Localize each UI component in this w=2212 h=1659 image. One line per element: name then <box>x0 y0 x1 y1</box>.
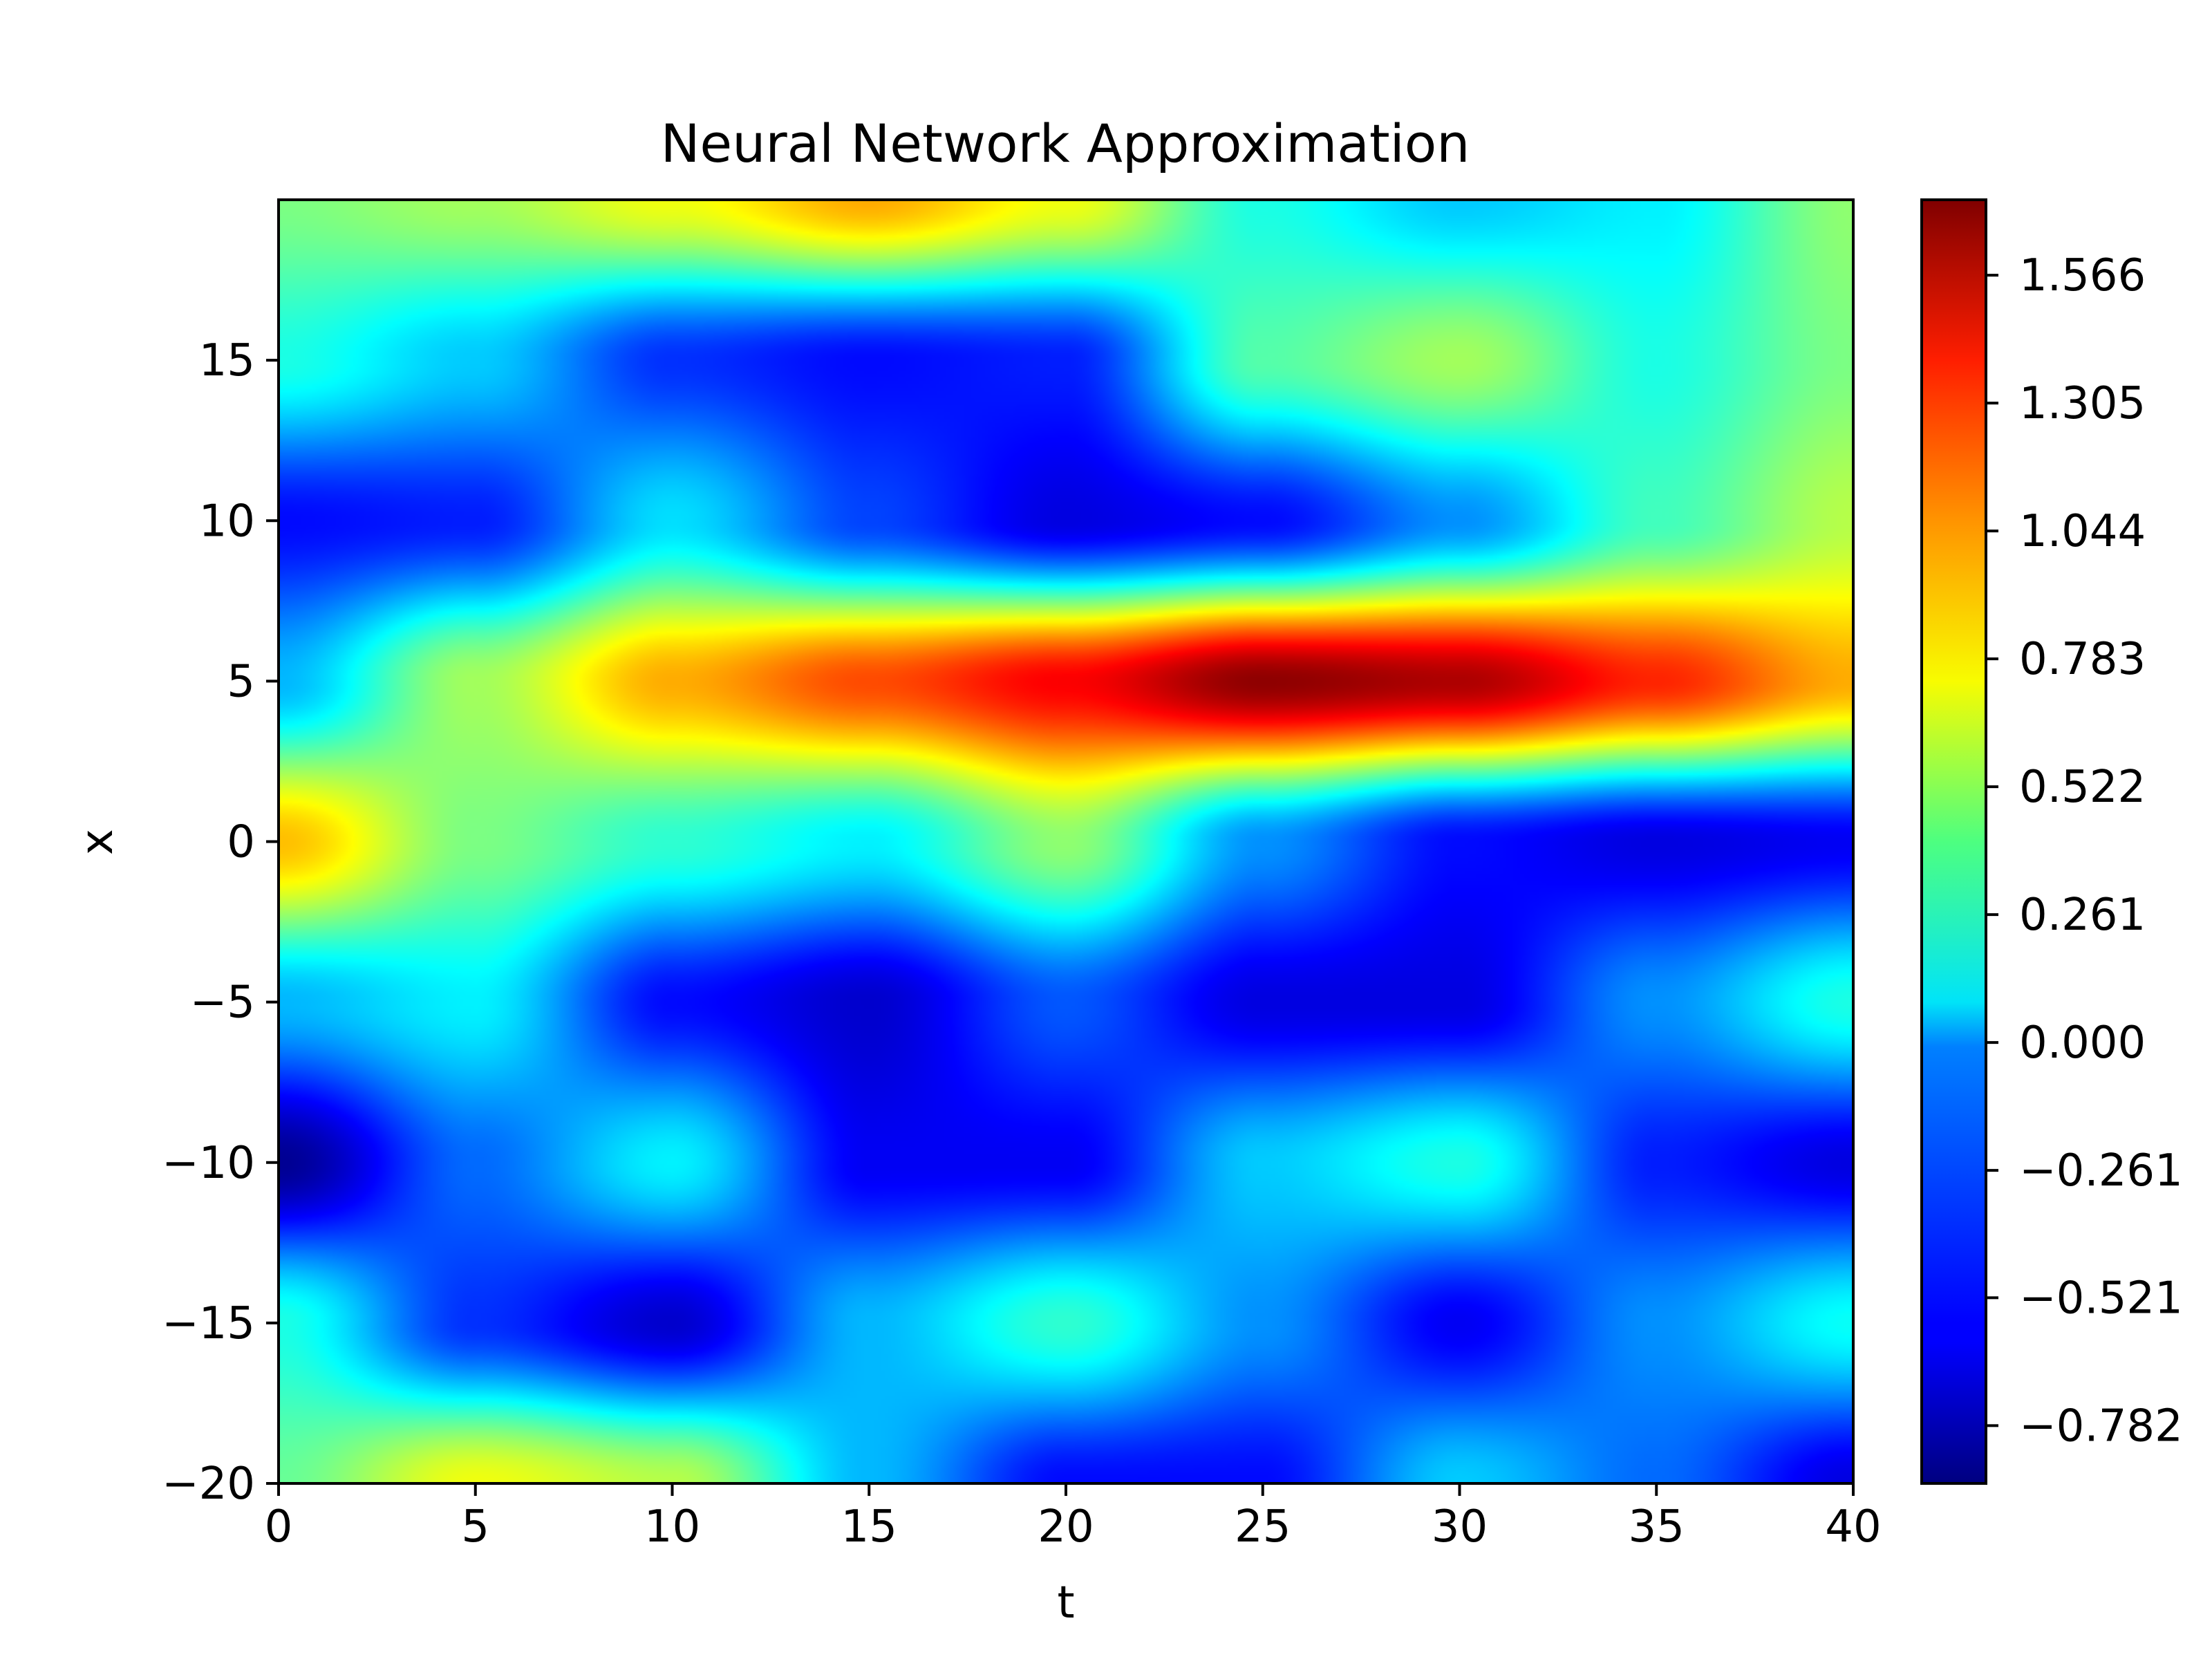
y-axis: −20 −15 −10 −5 0 5 10 15 <box>162 335 279 1510</box>
heatmap-image <box>279 200 1853 1483</box>
x-tick-label: 20 <box>1038 1501 1094 1553</box>
x-tick-label: 5 <box>461 1501 489 1553</box>
x-tick-label: 35 <box>1629 1501 1685 1553</box>
x-tick-label: 10 <box>644 1501 700 1553</box>
colorbar: −0.782 −0.521 −0.261 0.000 0.261 0.522 0.783 1.… <box>1920 198 2183 1485</box>
x-tick-label: 40 <box>1825 1501 1881 1553</box>
x-axis: 0 5 10 15 20 25 30 35 40 <box>265 1483 1882 1553</box>
colorbar-gradient <box>1922 200 1986 1483</box>
colorbar-tick-label: 0.000 <box>2019 1018 2146 1069</box>
colorbar-tick-label: 0.522 <box>2019 762 2146 813</box>
colorbar-axis: −0.782 −0.521 −0.261 0.000 0.261 0.522 0.783 1.… <box>1986 250 2183 1452</box>
y-tick-label: −5 <box>190 977 255 1029</box>
y-tick-label: 0 <box>227 817 255 868</box>
colorbar-tick-label: −0.261 <box>2019 1145 2183 1197</box>
colorbar-tick-label: 1.305 <box>2019 378 2146 429</box>
colorbar-tick-label: 0.261 <box>2019 890 2146 941</box>
heatmap-plot-area <box>277 198 1855 1485</box>
colorbar-frame <box>1920 198 1987 1485</box>
x-tick-label: 0 <box>265 1501 293 1553</box>
y-tick-label: −20 <box>162 1459 255 1510</box>
x-axis-label: t <box>1057 1577 1074 1629</box>
colorbar-tick-label: −0.782 <box>2019 1400 2183 1452</box>
y-tick-label: 15 <box>199 335 255 386</box>
colorbar-tick-label: 1.566 <box>2019 250 2146 301</box>
colorbar-tick-label: 1.044 <box>2019 506 2146 557</box>
x-tick-label: 15 <box>841 1501 897 1553</box>
y-tick-label: −10 <box>162 1138 255 1189</box>
y-axis-label: x <box>72 829 123 855</box>
chart-title: Neural Network Approximation <box>661 113 1470 174</box>
y-tick-label: −15 <box>162 1298 255 1349</box>
colorbar-tick-label: −0.521 <box>2019 1273 2183 1324</box>
x-tick-label: 30 <box>1432 1501 1488 1553</box>
colorbar-tick-label: 0.783 <box>2019 634 2146 685</box>
y-tick-label: 10 <box>199 496 255 547</box>
x-tick-label: 25 <box>1235 1501 1291 1553</box>
y-tick-label: 5 <box>227 656 255 707</box>
